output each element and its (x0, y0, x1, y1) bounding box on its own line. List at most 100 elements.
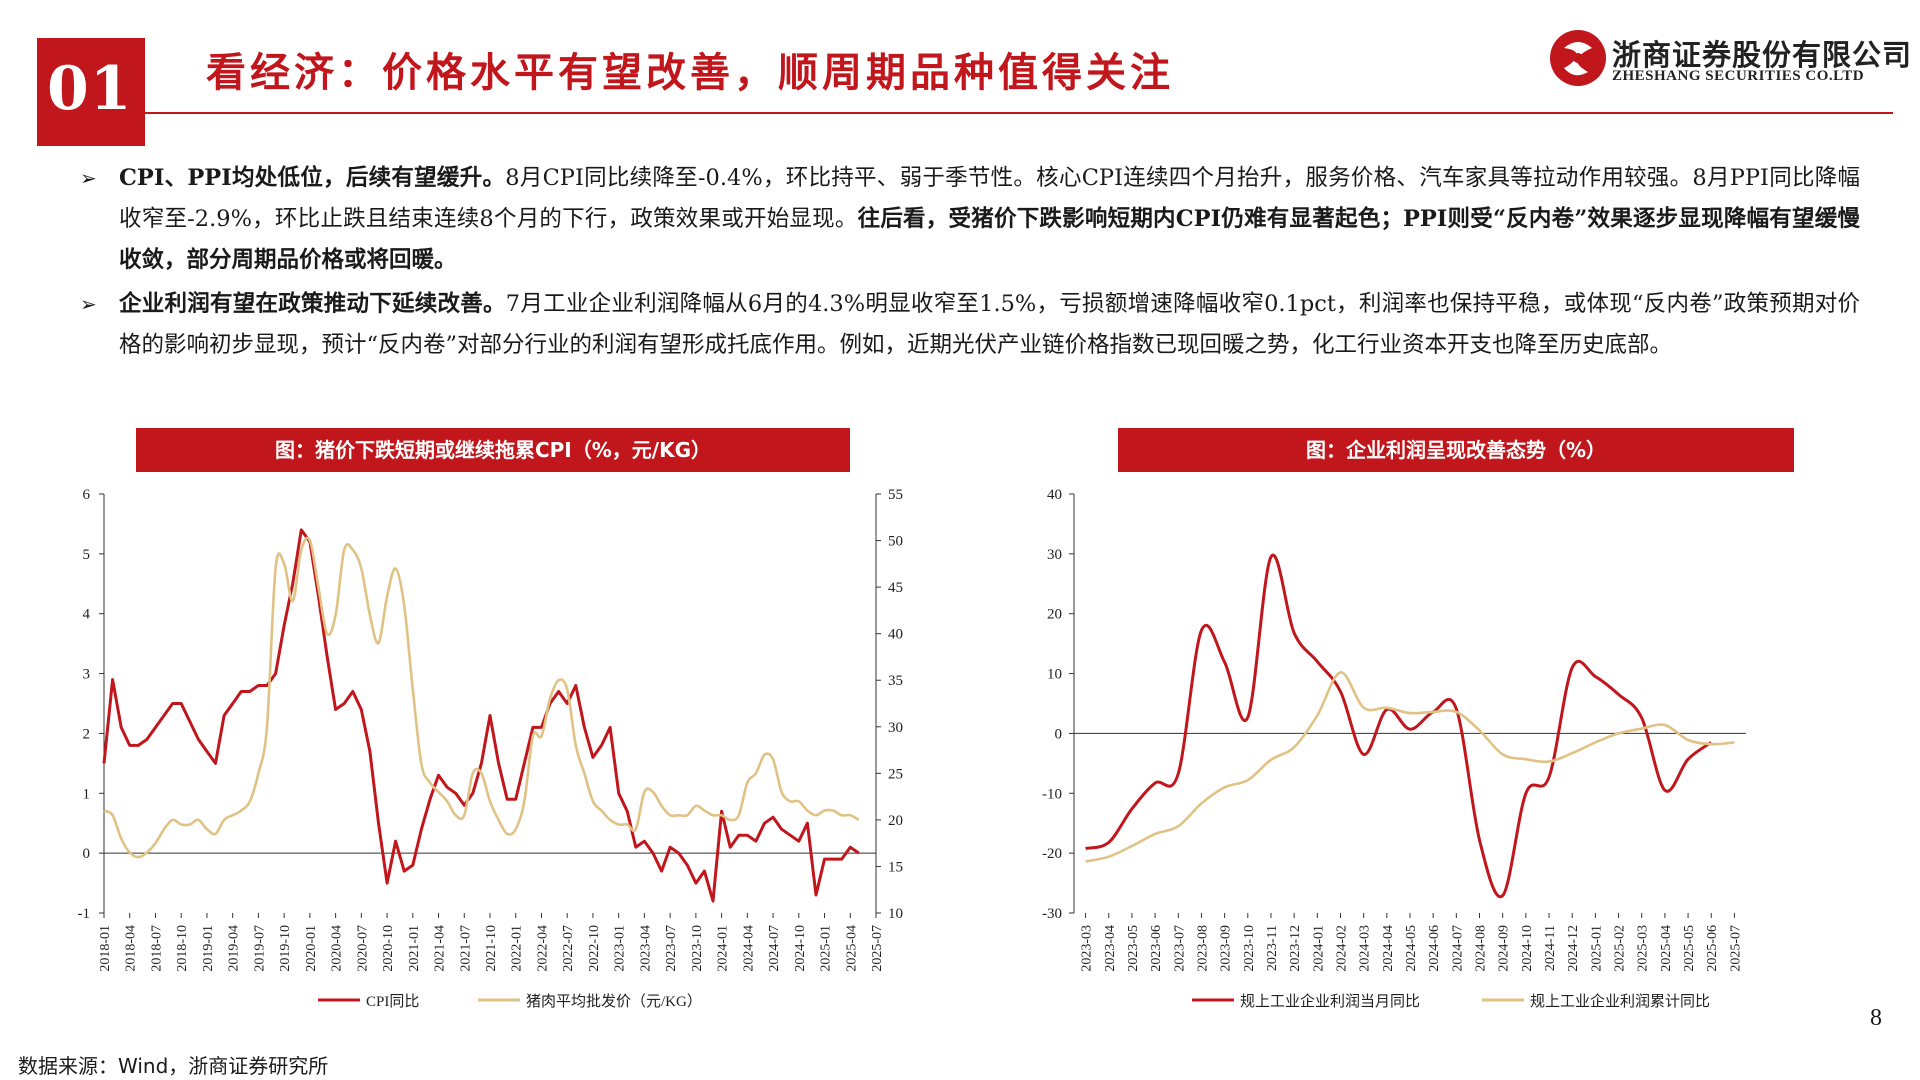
left-tick-label: 20 (1047, 607, 1062, 623)
legend-label: 猪肉平均批发价（元/KG） (526, 993, 702, 1010)
x-tick-label: 2025-01 (819, 925, 834, 972)
x-tick-label: 2023-06 (1149, 925, 1164, 972)
x-tick-label: 2023-04 (1103, 925, 1118, 972)
x-tick-label: 2024-10 (793, 925, 808, 972)
industrial-profit-chart: -30 -20 -10 0 10 20 30 40 2023-03 2023-04 2023-05 2… (1042, 487, 1746, 1010)
x-tick-label: 2024-01 (716, 925, 731, 972)
x-tick-label: 2024-05 (1404, 925, 1419, 972)
left-tick-label: -1 (78, 906, 91, 922)
x-tick-label: 2025-02 (1613, 925, 1628, 972)
x-tick-label: 2020-07 (355, 925, 370, 972)
x-tick-label: 2024-11 (1543, 925, 1558, 971)
chart-2-title: 图：企业利润呈现改善态势（%） (1118, 428, 1794, 472)
x-tick-label: 2018-10 (175, 925, 190, 972)
x-tick-label: 2024-07 (1450, 925, 1465, 972)
left-tick-label: 5 (83, 547, 91, 563)
x-tick-label: 2024-09 (1497, 925, 1512, 972)
x-tick-label: 2023-07 (1172, 925, 1187, 972)
x-tick-label: 2021-10 (484, 925, 499, 972)
left-tick-label: -20 (1042, 846, 1062, 862)
left-tick-label: -10 (1042, 786, 1062, 802)
left-tick-label: 0 (1055, 726, 1063, 742)
monthly-profit-series-line (1085, 553, 1713, 899)
left-tick-label: 3 (83, 667, 91, 683)
x-tick-label: 2025-04 (1659, 925, 1674, 972)
right-tick-label: 35 (888, 673, 903, 689)
x-tick-label: 2020-10 (381, 925, 396, 972)
left-tick-label: 4 (83, 607, 91, 623)
x-tick-label: 2020-04 (330, 925, 345, 972)
x-tick-label: 2021-07 (458, 925, 473, 972)
x-tick-label: 2023-11 (1265, 925, 1280, 971)
bullet-lead: CPI、PPI均处低位，后续有望缓升。 (119, 165, 506, 191)
company-name-cn: 浙商证券股份有限公司 (1612, 38, 1913, 72)
x-tick-label: 2021-04 (433, 925, 448, 972)
right-tick-label: 45 (888, 580, 903, 596)
left-tick-label: 40 (1047, 487, 1062, 503)
x-tick-label: 2023-10 (690, 925, 705, 972)
x-tick-label: 2024-10 (1520, 925, 1535, 972)
bullet-item: ➢ 企业利润有望在政策推动下延续改善。7月工业企业利润降幅从6月的4.3%明显收… (80, 284, 1860, 366)
x-tick-label: 2022-07 (561, 925, 576, 972)
right-tick-label: 10 (888, 906, 903, 922)
right-tick-label: 55 (888, 487, 903, 503)
section-number: 01 (47, 54, 133, 124)
x-tick-label: 2024-08 (1474, 925, 1489, 972)
x-tick-label: 2024-12 (1566, 925, 1581, 972)
x-tick-label: 2022-04 (535, 925, 550, 972)
x-tick-label: 2024-04 (1381, 925, 1396, 972)
x-tick-label: 2019-07 (252, 925, 267, 972)
x-tick-label: 2023-10 (1242, 925, 1257, 972)
header-divider (145, 112, 1893, 114)
chart-1-title: 图：猪价下跌短期或继续拖累CPI（%，元/KG） (136, 428, 850, 472)
x-tick-label: 2025-07 (1728, 925, 1743, 972)
legend-label: 规上工业企业利润当月同比 (1240, 992, 1420, 1010)
x-tick-label: 2018-04 (124, 925, 139, 972)
x-tick-label: 2020-01 (304, 925, 319, 972)
right-tick-label: 30 (888, 720, 903, 736)
x-tick-label: 2024-03 (1358, 925, 1373, 972)
company-name-en: ZHESHANG SECURITIES CO.LTD (1612, 68, 1865, 84)
logo-emblem-icon (1550, 30, 1606, 86)
x-tick-label: 2019-10 (278, 925, 293, 972)
left-tick-label: 0 (83, 846, 91, 862)
left-tick-label: 10 (1047, 667, 1062, 683)
x-tick-label: 2023-03 (1080, 925, 1095, 972)
legend-label: 规上工业企业利润累计同比 (1530, 992, 1710, 1010)
x-tick-label: 2025-01 (1589, 925, 1604, 972)
right-tick-label: 50 (888, 534, 903, 550)
x-tick-label: 2023-08 (1195, 925, 1210, 972)
bullet-item: ➢ CPI、PPI均处低位，后续有望缓升。8月CPI同比续降至-0.4%，环比持… (80, 158, 1860, 281)
x-tick-label: 2023-05 (1126, 925, 1141, 972)
x-tick-label: 2018-07 (149, 925, 164, 972)
pork-price-series-line (103, 536, 860, 859)
section-badge: 01 (37, 38, 145, 146)
bullet-tail: 往后看，受猪价下跌影响短期内CPI仍难有显著起色；PPI则受“反内卷”效果逐步显… (119, 206, 1860, 273)
bullet-text: 企业利润有望在政策推动下延续改善。7月工业企业利润降幅从6月的4.3%明显收窄至… (119, 284, 1860, 366)
left-tick-label: -30 (1042, 906, 1062, 922)
x-tick-label: 2024-02 (1334, 925, 1349, 972)
left-tick-label: 2 (83, 726, 91, 742)
bullet-lead: 企业利润有望在政策推动下延续改善。 (119, 291, 506, 317)
left-tick-label: 1 (83, 786, 91, 802)
x-tick-label: 2025-06 (1705, 925, 1720, 972)
x-tick-label: 2024-07 (767, 925, 782, 972)
x-tick-label: 2024-06 (1427, 925, 1442, 972)
page-title: 看经济：价格水平有望改善，顺周期品种值得关注 (206, 49, 1174, 96)
page-number: 8 (1870, 1005, 1882, 1031)
legend-label: CPI同比 (366, 993, 419, 1010)
right-tick-label: 25 (888, 766, 903, 782)
x-tick-label: 2019-01 (201, 925, 216, 972)
x-tick-label: 2024-04 (741, 925, 756, 972)
x-tick-label: 2022-01 (510, 925, 525, 972)
x-tick-label: 2023-09 (1219, 925, 1234, 972)
data-source: 数据来源：Wind，浙商证券研究所 (18, 1054, 329, 1078)
x-tick-label: 2023-12 (1288, 925, 1303, 972)
right-tick-label: 20 (888, 813, 903, 829)
arrow-bullet-icon: ➢ (80, 166, 97, 190)
x-tick-label: 2023-04 (638, 925, 653, 972)
right-tick-label: 40 (888, 627, 903, 643)
left-tick-label: 30 (1047, 547, 1062, 563)
x-tick-label: 2025-05 (1682, 925, 1697, 972)
